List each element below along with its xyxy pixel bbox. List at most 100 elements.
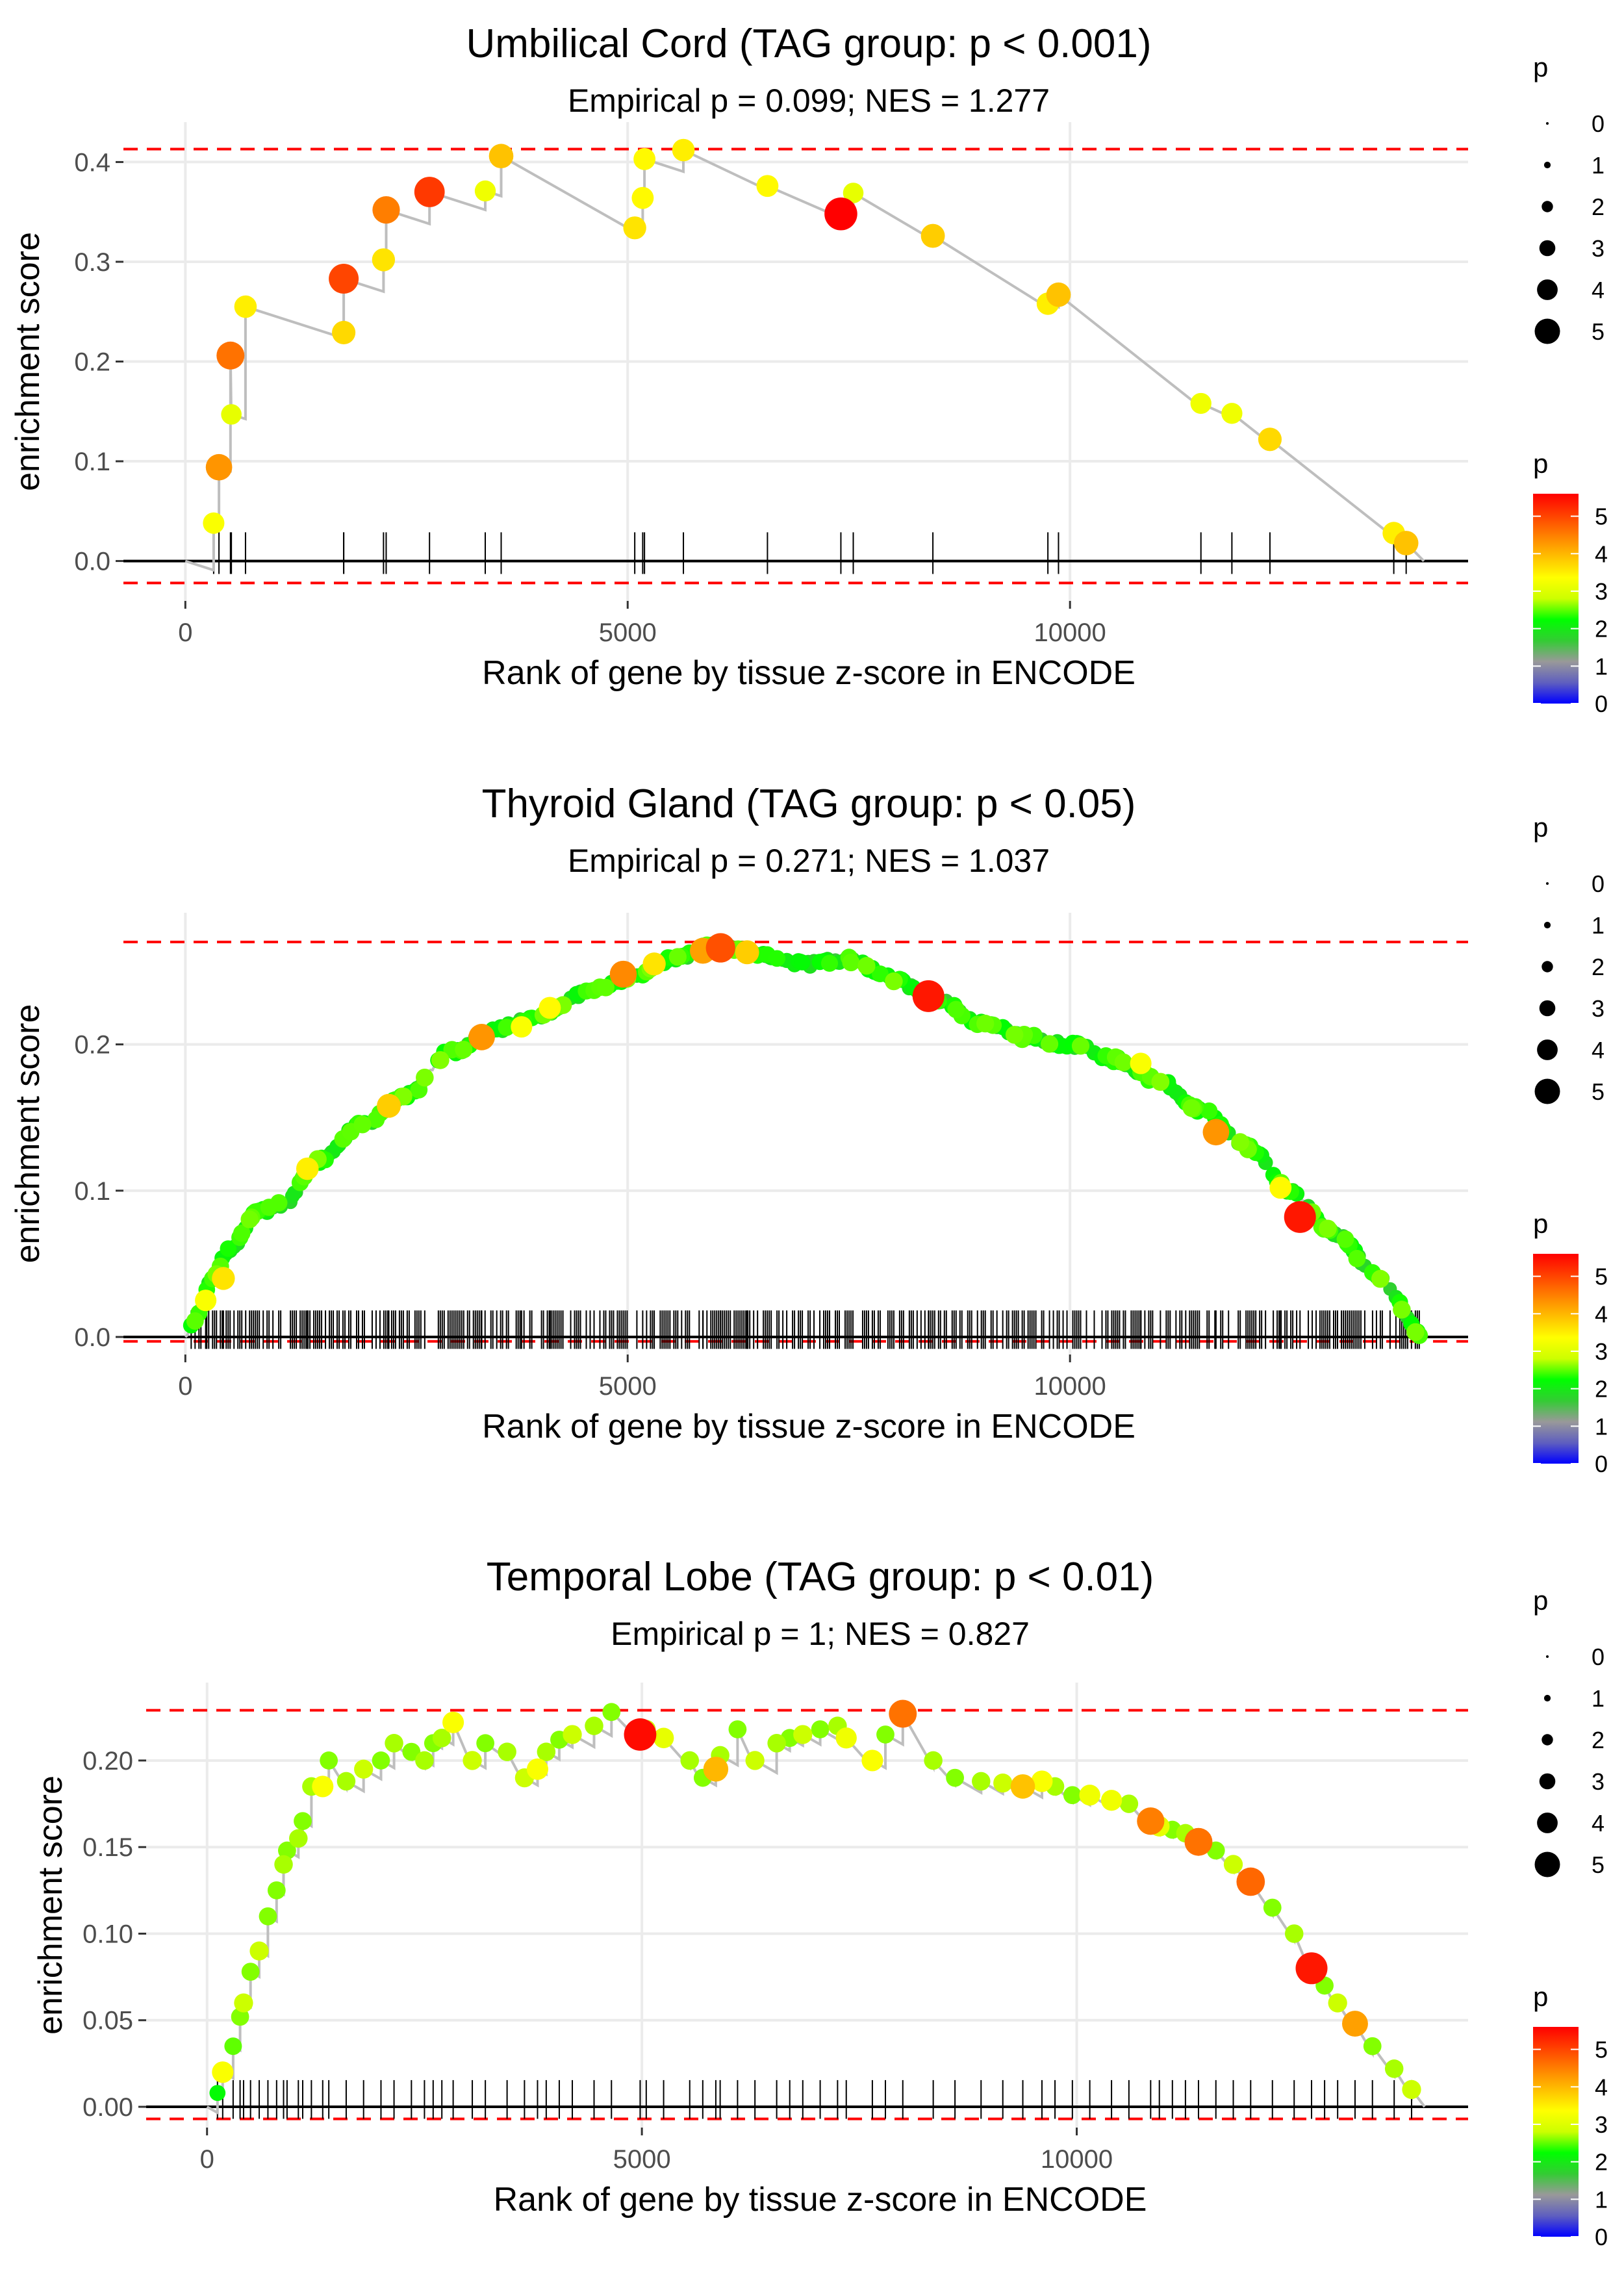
y-tick-label: 0.1 <box>74 448 110 476</box>
enrichment-point <box>1393 531 1419 555</box>
size-legend-label: 2 <box>1592 954 1605 980</box>
enrichment-point <box>946 1768 964 1787</box>
enrichment-point <box>1269 1177 1292 1199</box>
enrichment-point <box>609 960 637 988</box>
size-legend-dot <box>1546 882 1549 885</box>
size-legend-dot <box>1543 921 1551 929</box>
color-legend-label: 3 <box>1595 578 1608 605</box>
y-axis-label: enrichment score <box>32 1775 70 2035</box>
enrichment-point <box>372 196 400 224</box>
size-legend-label: 0 <box>1592 871 1605 897</box>
color-legend-label: 2 <box>1595 1376 1608 1403</box>
enrichment-point <box>876 1725 894 1744</box>
enrichment-point <box>216 341 245 370</box>
enrichment-point <box>212 2061 234 2083</box>
enrichment-point <box>705 933 735 963</box>
enrichment-point <box>259 1907 277 1926</box>
plot-area <box>146 1683 1468 2128</box>
enrichment-point <box>972 1772 991 1791</box>
enrichment-point <box>920 223 945 248</box>
enrichment-point <box>623 216 646 240</box>
size-legend-label: 3 <box>1592 1768 1605 1795</box>
y-axis-label: enrichment score <box>9 232 47 491</box>
y-tick-label: 0.3 <box>74 248 110 277</box>
size-legend-label: 1 <box>1592 1685 1605 1712</box>
enrichment-point <box>414 177 445 207</box>
color-legend-label: 5 <box>1595 503 1608 530</box>
enrichment-point <box>294 1812 312 1831</box>
size-legend-dot <box>1537 1039 1558 1060</box>
colorbar <box>1533 2027 1579 2237</box>
enrichment-point <box>793 1725 813 1744</box>
enrichment-point <box>1223 1855 1243 1874</box>
color-legend-title: p <box>1533 1981 1548 2012</box>
y-tick-label: 0.2 <box>74 348 110 377</box>
enrichment-point <box>312 1775 334 1798</box>
enrichment-point <box>372 1751 390 1770</box>
size-legend-dot <box>1539 1773 1556 1790</box>
enrichment-point <box>296 1157 319 1180</box>
chart-title: Umbilical Cord (TAG group: p < 0.001) <box>466 21 1152 66</box>
enrichment-point <box>624 1718 657 1751</box>
enrichment-point <box>924 1751 943 1770</box>
enrichment-point <box>1348 1249 1366 1267</box>
y-tick-label: 0.0 <box>74 548 110 576</box>
enrichment-point <box>367 1110 385 1128</box>
size-legend-dot <box>1537 279 1558 300</box>
color-legend-label: 3 <box>1595 2111 1608 2138</box>
enrichment-points <box>209 1699 1421 2102</box>
enrichment-point <box>1284 1924 1304 1943</box>
color-legend-label: 2 <box>1595 616 1608 642</box>
size-legend-label: 2 <box>1592 194 1605 220</box>
enrichment-point <box>1151 1073 1170 1091</box>
enrichment-point <box>843 183 864 203</box>
enrichment-point <box>267 1881 286 1900</box>
enrichment-point <box>1010 1774 1035 1799</box>
plot-area <box>123 913 1468 1355</box>
x-tick-label: 10000 <box>1041 2145 1113 2174</box>
enrichment-point <box>1221 403 1243 424</box>
colorbar <box>1533 1254 1579 1464</box>
size-legend-label: 0 <box>1592 110 1605 137</box>
size-legend-label: 5 <box>1592 1851 1605 1878</box>
size-legend-dot <box>1542 1734 1553 1746</box>
size-legend-dot <box>1534 318 1560 344</box>
enrichment-point <box>563 1725 582 1744</box>
enrichment-point <box>186 1312 204 1330</box>
enrichment-point <box>596 978 615 997</box>
color-legend-label: 0 <box>1595 2224 1608 2250</box>
size-legend-title: p <box>1533 1585 1548 1616</box>
enrichment-point <box>811 1720 830 1738</box>
size-legend-label: 3 <box>1592 995 1605 1022</box>
y-tick-label: 0.20 <box>82 1747 133 1775</box>
enrichment-point <box>857 957 876 975</box>
enrichment-point <box>1295 1952 1328 1985</box>
enrichment-point <box>1130 1052 1152 1075</box>
enrichment-point <box>416 1068 434 1087</box>
enrichment-point <box>1258 427 1282 452</box>
enrichment-point <box>431 1050 450 1069</box>
enrichment-point <box>1182 1099 1200 1117</box>
chart-subtitle: Empirical p = 0.099; NES = 1.277 <box>568 83 1050 119</box>
x-tick-label: 5000 <box>599 618 657 647</box>
enrichment-point <box>1328 1993 1347 2013</box>
enrichment-point <box>455 1040 473 1059</box>
enrichment-point <box>203 512 225 534</box>
color-legend-title: p <box>1533 448 1548 479</box>
enrichment-point <box>274 1855 293 1874</box>
size-legend-label: 0 <box>1592 1644 1605 1670</box>
rug <box>216 2080 1412 2119</box>
colorbar <box>1533 494 1579 704</box>
x-axis-label: Rank of gene by tissue z-score in ENCODE <box>494 2181 1147 2219</box>
y-tick-label: 0.1 <box>74 1177 110 1206</box>
size-legend-dot <box>1542 961 1553 973</box>
enrichment-point <box>385 1734 403 1753</box>
enrichment-point <box>653 1727 674 1749</box>
size-legend-dot <box>1543 161 1551 169</box>
enrichment-point <box>205 453 233 481</box>
size-legend-label: 2 <box>1592 1727 1605 1753</box>
enrichment-point <box>1046 282 1071 307</box>
size-legend-dot <box>1534 1078 1560 1104</box>
y-axis-label: enrichment score <box>9 1004 47 1264</box>
